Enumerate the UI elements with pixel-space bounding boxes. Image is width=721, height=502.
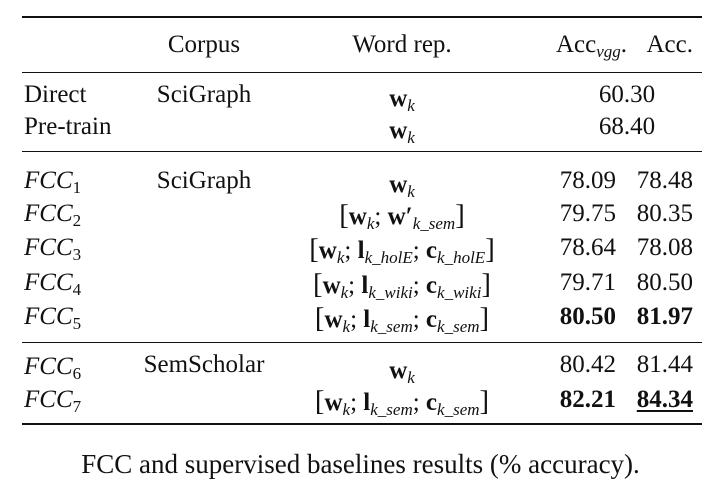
row-fcc6-acc: 81.44	[636, 351, 693, 378]
header-acc: Acc.	[646, 31, 694, 58]
group-rule-1	[22, 151, 702, 153]
top-rule	[22, 16, 702, 19]
row-fcc3-acc: 78.08	[636, 234, 693, 261]
row-fcc2-acc-vgg: 79.75	[559, 200, 616, 227]
row-fcc2-method: FCC2	[24, 200, 82, 231]
row-fcc2-rep: [wk; w′k_sem]	[339, 199, 465, 234]
row-fcc4-acc-vgg: 79.71	[559, 269, 616, 296]
row-fcc7-method: FCC7	[24, 386, 82, 417]
row-direct-acc: 60.30	[598, 81, 656, 108]
row-fcc1-acc: 78.48	[636, 167, 693, 194]
row-fcc1-rep: wk	[389, 171, 415, 202]
table-caption: FCC and supervised baselines results (% …	[81, 449, 640, 479]
row-fcc5-acc-vgg: 80.50	[559, 303, 616, 330]
header-acc-vgg: Accvgg.	[555, 31, 627, 62]
header-word-rep: Word rep.	[352, 31, 452, 58]
row-fcc3-acc-vgg: 78.64	[559, 234, 616, 261]
group-rule-2	[22, 342, 702, 344]
row-fcc1-acc-vgg: 78.09	[559, 167, 616, 194]
row-fcc4-acc: 80.50	[636, 269, 693, 296]
row-fcc2-acc: 80.35	[636, 200, 693, 227]
header-rule	[22, 72, 702, 74]
row-fcc6-acc-vgg: 80.42	[559, 351, 616, 378]
row-direct-rep: wk	[389, 85, 415, 116]
row-fcc6-rep: wk	[389, 357, 415, 388]
row-fcc3-rep: [wk; lk_holE; ck_holE]	[309, 233, 495, 268]
row-fcc5-method: FCC5	[24, 303, 82, 334]
row-fcc7-acc: 84.34	[636, 386, 693, 413]
row-pretrain-method: Pre-train	[24, 113, 112, 140]
row-fcc7-rep: [wk; lk_sem; ck_sem]	[314, 385, 490, 420]
row-fcc4-rep: [wk; lk_wiki; ck_wiki]	[312, 268, 492, 303]
row-pretrain-rep: wk	[389, 117, 415, 148]
row-fcc4-method: FCC4	[24, 269, 82, 300]
row-pretrain-acc: 68.40	[598, 113, 656, 140]
row-fcc5-rep: [wk; lk_sem; ck_sem]	[314, 302, 490, 337]
header-corpus: Corpus	[167, 31, 241, 58]
row-fcc6-method: FCC6	[24, 353, 82, 384]
bottom-rule	[22, 423, 702, 426]
row-fcc7-acc-vgg: 82.21	[559, 386, 616, 413]
row-fcc6-corpus: SemScholar	[143, 351, 265, 378]
row-fcc1-method: FCC1	[24, 167, 82, 198]
row-direct-corpus: SciGraph	[156, 81, 252, 108]
row-direct-method: Direct	[24, 81, 87, 108]
row-fcc1-corpus: SciGraph	[156, 167, 252, 194]
row-fcc3-method: FCC3	[24, 234, 82, 265]
row-fcc5-acc: 81.97	[636, 303, 693, 330]
